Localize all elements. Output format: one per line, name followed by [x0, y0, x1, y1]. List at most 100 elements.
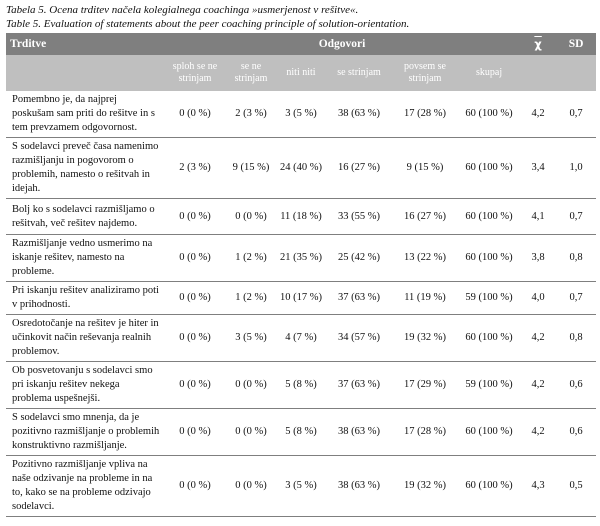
table-row: Razmišljanje vedno usmerimo na iskanje r… [6, 234, 597, 282]
header-statements: Trditve [6, 33, 164, 55]
table-row: Pozitivno razmišljanje vpliva na naše od… [6, 455, 597, 517]
agree-cell: 38 (63 %) [326, 91, 392, 138]
disagree-cell: 2 (3 %) [226, 91, 276, 138]
mean-cell: 4,1 [520, 198, 557, 235]
subheader-disagree: se ne strinjam [226, 55, 276, 91]
agree-cell: 33 (55 %) [326, 198, 392, 235]
header-sd: SD [556, 33, 597, 55]
sd-cell: 0,5 [556, 455, 597, 517]
disagree-cell: 9 (15 %) [226, 137, 276, 199]
subheader-neutral: niti niti [276, 55, 326, 91]
header-mean: χ [520, 33, 557, 55]
agree-cell: 16 (27 %) [326, 137, 392, 199]
total-cell: 60 (100 %) [458, 408, 521, 456]
total-cell: 60 (100 %) [458, 91, 521, 138]
neutral-cell: 4 (7 %) [276, 314, 326, 362]
total-cell: 59 (100 %) [458, 281, 521, 315]
subheader-strongly-agree: povsem se strinjam [392, 55, 458, 91]
agree-cell: 38 (63 %) [326, 408, 392, 456]
table-row: S sodelavci smo mnenja, da je pozitivno … [6, 408, 597, 456]
total-cell: 60 (100 %) [458, 455, 521, 517]
statement-cell: Ob posvetovanju s sodelavci smo pri iska… [6, 361, 164, 409]
agree-cell: 38 (63 %) [326, 455, 392, 517]
statement-cell: Bolj ko s sodelavci razmišljamo o rešitv… [6, 198, 164, 235]
sd-cell: 0,7 [556, 198, 597, 235]
evaluation-table: Trditve Odgovori χ SD sploh se ne strinj… [6, 33, 597, 517]
disagree-cell: 1 (2 %) [226, 234, 276, 282]
total-cell: 60 (100 %) [458, 198, 521, 235]
neutral-cell: 3 (5 %) [276, 91, 326, 138]
neutral-cell: 3 (5 %) [276, 455, 326, 517]
strongly-disagree-cell: 0 (0 %) [164, 91, 226, 138]
disagree-cell: 0 (0 %) [226, 198, 276, 235]
sd-cell: 0,6 [556, 361, 597, 409]
caption-english: Table 5. Evaluation of statements about … [6, 18, 410, 30]
strongly-agree-cell: 17 (28 %) [392, 408, 458, 456]
strongly-agree-cell: 17 (28 %) [392, 91, 458, 138]
mean-cell: 4,3 [520, 455, 557, 517]
table-row: Osredotočanje na rešitev je hiter in uči… [6, 314, 597, 362]
sd-cell: 0,7 [556, 91, 597, 138]
table-row: S sodelavci preveč časa namenimo razmišl… [6, 137, 597, 199]
strongly-disagree-cell: 0 (0 %) [164, 408, 226, 456]
total-cell: 60 (100 %) [458, 137, 521, 199]
subheader-total: skupaj [458, 55, 521, 91]
sd-cell: 0,7 [556, 281, 597, 315]
statement-cell: Osredotočanje na rešitev je hiter in uči… [6, 314, 164, 362]
strongly-agree-cell: 19 (32 %) [392, 314, 458, 362]
statement-cell: S sodelavci smo mnenja, da je pozitivno … [6, 408, 164, 456]
strongly-agree-cell: 9 (15 %) [392, 137, 458, 199]
neutral-cell: 5 (8 %) [276, 408, 326, 456]
neutral-cell: 10 (17 %) [276, 281, 326, 315]
sd-cell: 0,8 [556, 314, 597, 362]
neutral-cell: 5 (8 %) [276, 361, 326, 409]
strongly-agree-cell: 16 (27 %) [392, 198, 458, 235]
strongly-agree-cell: 17 (29 %) [392, 361, 458, 409]
agree-cell: 34 (57 %) [326, 314, 392, 362]
neutral-cell: 21 (35 %) [276, 234, 326, 282]
mean-cell: 4,0 [520, 281, 557, 315]
table-row: Bolj ko s sodelavci razmišljamo o rešitv… [6, 198, 597, 235]
agree-cell: 25 (42 %) [326, 234, 392, 282]
strongly-agree-cell: 13 (22 %) [392, 234, 458, 282]
caption-slovene: Tabela 5. Ocena trditev načela kolegialn… [6, 4, 359, 16]
disagree-cell: 0 (0 %) [226, 408, 276, 456]
sd-cell: 0,8 [556, 234, 597, 282]
strongly-disagree-cell: 2 (3 %) [164, 137, 226, 199]
strongly-agree-cell: 19 (32 %) [392, 455, 458, 517]
mean-cell: 3,4 [520, 137, 557, 199]
strongly-disagree-cell: 0 (0 %) [164, 281, 226, 315]
mean-cell: 4,2 [520, 91, 557, 138]
table-body: Pomembno je, da najprej poskušam sam pri… [6, 91, 597, 517]
statement-cell: Razmišljanje vedno usmerimo na iskanje r… [6, 234, 164, 282]
statement-cell: Pomembno je, da najprej poskušam sam pri… [6, 91, 164, 138]
strongly-disagree-cell: 0 (0 %) [164, 234, 226, 282]
mean-cell: 4,2 [520, 361, 557, 409]
header-answers: Odgovori [164, 33, 521, 55]
subheader-strongly-disagree: sploh se ne strinjam [164, 55, 226, 91]
table-row: Pomembno je, da najprej poskušam sam pri… [6, 91, 597, 138]
agree-cell: 37 (63 %) [326, 361, 392, 409]
strongly-disagree-cell: 0 (0 %) [164, 314, 226, 362]
subheader-agree: se strinjam [326, 55, 392, 91]
table-row: Pri iskanju rešitev analiziramo poti v p… [6, 281, 597, 315]
neutral-cell: 24 (40 %) [276, 137, 326, 199]
sd-cell: 0,6 [556, 408, 597, 456]
strongly-agree-cell: 11 (19 %) [392, 281, 458, 315]
strongly-disagree-cell: 0 (0 %) [164, 455, 226, 517]
agree-cell: 37 (63 %) [326, 281, 392, 315]
mean-cell: 4,2 [520, 314, 557, 362]
total-cell: 60 (100 %) [458, 234, 521, 282]
disagree-cell: 0 (0 %) [226, 455, 276, 517]
strongly-disagree-cell: 0 (0 %) [164, 361, 226, 409]
sd-cell: 1,0 [556, 137, 597, 199]
disagree-cell: 3 (5 %) [226, 314, 276, 362]
disagree-cell: 1 (2 %) [226, 281, 276, 315]
mean-cell: 4,2 [520, 408, 557, 456]
statement-cell: S sodelavci preveč časa namenimo razmišl… [6, 137, 164, 199]
strongly-disagree-cell: 0 (0 %) [164, 198, 226, 235]
total-cell: 59 (100 %) [458, 361, 521, 409]
table-caption: Tabela 5. Ocena trditev načela kolegialn… [0, 0, 600, 31]
neutral-cell: 11 (18 %) [276, 198, 326, 235]
total-cell: 60 (100 %) [458, 314, 521, 362]
